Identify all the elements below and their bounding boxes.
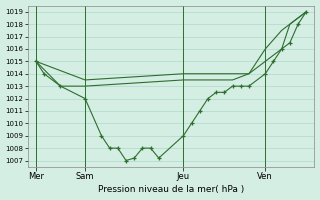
X-axis label: Pression niveau de la mer( hPa ): Pression niveau de la mer( hPa )	[98, 185, 244, 194]
